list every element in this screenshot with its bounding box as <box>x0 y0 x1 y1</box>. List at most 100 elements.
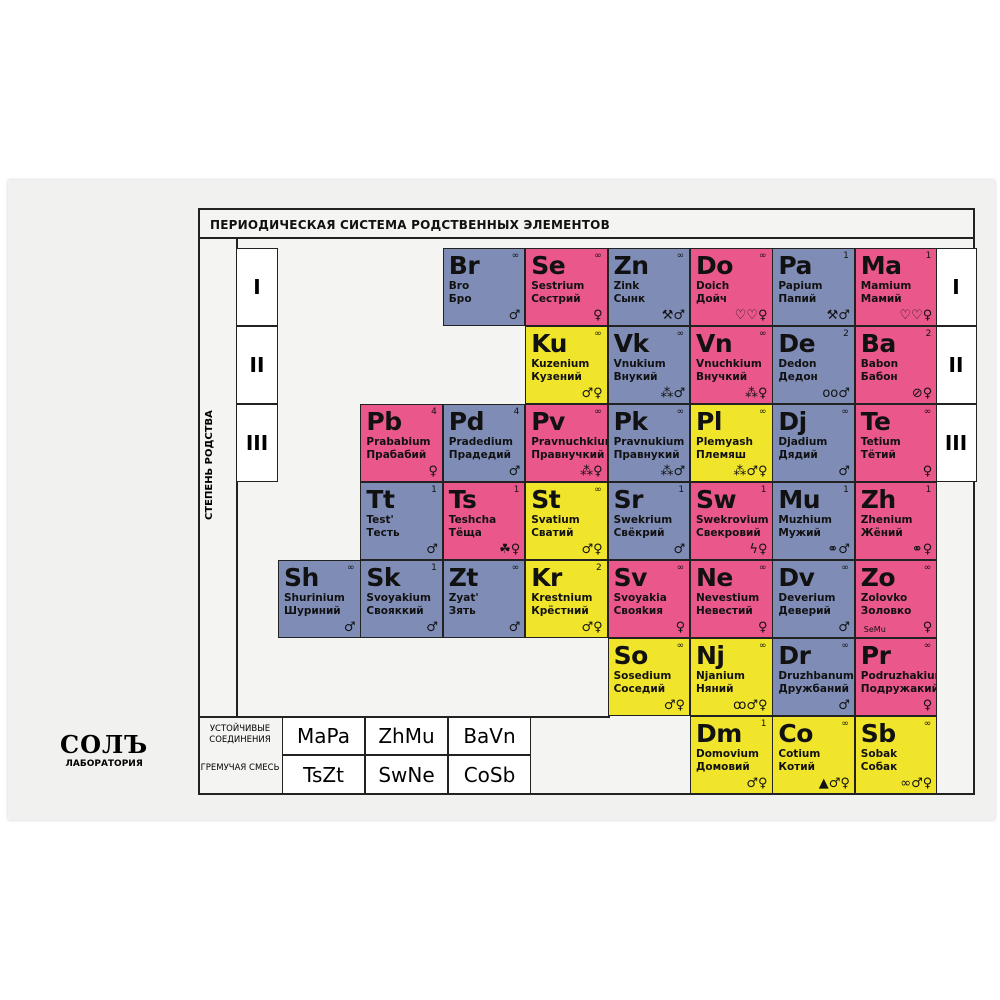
element-zhenium[interactable]: Zh Zhenium Жёний 1 ⚭♀ <box>854 482 938 560</box>
element-count: ∞ <box>594 485 602 495</box>
element-zyat[interactable]: Zt Zyat' Зять ∞ ♂ <box>442 560 526 638</box>
element-vnukium[interactable]: Vk Vnukium Внукий ∞ ⁂♂ <box>607 326 691 404</box>
element-symbol: Sh <box>284 563 319 592</box>
element-symbol: Sw <box>696 485 737 514</box>
element-cyrillic-name: Дойч <box>696 293 728 305</box>
element-mamium[interactable]: Ma Mamium Мамий 1 ♡♡♀ <box>854 248 938 326</box>
compound-label: УСТОЙЧИВЫЕ СОЕДИНЕНИЯ <box>209 724 271 745</box>
element-count: 1 <box>513 485 520 495</box>
element-cyrillic-name: Тётий <box>860 449 896 461</box>
element-cyrillic-name: Внукий <box>613 371 658 383</box>
element-count: 1 <box>843 251 849 261</box>
table-title: ПЕРИОДИЧЕСКАЯ СИСТЕМА РОДСТВЕННЫХ ЭЛЕМЕН… <box>210 218 610 232</box>
axis-label: СТЕПЕНЬ РОДСТВА <box>204 410 215 520</box>
element-nevestium[interactable]: Ne Nevestium Невестий ∞ ♀ <box>690 560 773 638</box>
element-latin-name: Dedon <box>778 358 817 370</box>
element-sestrium[interactable]: Se Sestrium Сестрий ∞ ♀ <box>525 248 608 326</box>
element-pravnukium[interactable]: Pk Pravnukium Правнукий ∞ ⁂♂ <box>607 404 691 482</box>
element-latin-name: Plemyash <box>696 436 754 448</box>
element-babon[interactable]: Ba Babon Бабон 2 ⊘♀ <box>854 326 938 404</box>
element-latin-name: Svoyakium <box>366 592 431 604</box>
element-kuzenium[interactable]: Ku Kuzenium Кузений ∞ ♂♀ <box>525 326 608 404</box>
element-symbol: Tt <box>366 485 395 514</box>
element-plemyash[interactable]: Pl Plemyash Племяш ∞ ⁂♂♀ <box>690 404 773 482</box>
gender-icons: ♂ <box>838 620 850 635</box>
element-count: 1 <box>678 485 685 495</box>
element-latin-name: Teshcha <box>448 514 497 526</box>
gender-icons: ♡♡♀ <box>899 308 933 323</box>
gender-icons: ϟ♀ <box>749 542 768 557</box>
element-krestnium[interactable]: Kr Krestnium Крёстний 2 ♂♀ <box>525 560 608 638</box>
element-symbol: Ku <box>531 329 567 358</box>
element-count: ∞ <box>594 329 602 339</box>
gender-icons: ♀ <box>922 620 933 635</box>
element-count: ∞ <box>923 641 932 651</box>
element-latin-name: Shurinium <box>284 592 345 604</box>
element-latin-name: Zyat' <box>448 592 479 604</box>
element-svatium[interactable]: St Svatium Сватий ∞ ♂♀ <box>525 482 608 560</box>
element-cyrillic-name: Зять <box>448 605 476 617</box>
element-count: ∞ <box>841 563 849 573</box>
element-pradedium[interactable]: Pd Pradedium Прадедий 4 ♂ <box>442 404 526 482</box>
element-count: ∞ <box>923 719 932 729</box>
element-symbol: Pk <box>613 407 648 436</box>
element-deverium[interactable]: Dv Deverium Деверий ∞ ♂ <box>772 560 855 638</box>
element-cotium[interactable]: Co Cotium Котий ∞ ▲♂♀ <box>772 716 855 794</box>
element-sosedium[interactable]: So Sosedium Соседий ∞ ♂♀ <box>607 638 691 716</box>
element-zink[interactable]: Zn Zink Сынк ∞ ⚒♂ <box>607 248 691 326</box>
element-sobak[interactable]: Sb Sobak Собак ∞ ∞♂♀ <box>854 716 938 794</box>
element-latin-name: Zhenium <box>860 514 913 526</box>
element-shurinium[interactable]: Sh Shurinium Шуриний ∞ ♂ <box>278 560 361 638</box>
element-count: 1 <box>431 563 437 573</box>
element-cyrillic-name: Свёкрий <box>613 527 665 539</box>
element-symbol: Dm <box>696 719 742 748</box>
element-muzhium[interactable]: Mu Muzhium Мужий 1 ⚭♂ <box>772 482 855 560</box>
element-symbol: Zt <box>448 563 479 592</box>
element-symbol: Ne <box>696 563 733 592</box>
gender-icons: ⁂♂ <box>660 386 686 401</box>
element-latin-name: Babon <box>860 358 899 370</box>
element-podruzhakium[interactable]: Pr Podruzhakium Подружакий ∞ ♀ <box>854 638 938 716</box>
element-count: 4 <box>431 407 437 417</box>
element-count: ∞ <box>841 719 849 729</box>
element-swekrium[interactable]: Sr Swekrium Свёкрий 1 ♂ <box>607 482 691 560</box>
element-symbol: Do <box>696 251 733 280</box>
element-njanium[interactable]: Nj Njanium Няний ∞ ꝏ♂♀ <box>690 638 773 716</box>
element-svoyakia[interactable]: Sv Svoyakia Свояkия ∞ ♀ <box>607 560 691 638</box>
element-cyrillic-name: Сватий <box>531 527 574 539</box>
element-latin-name: Tetium <box>860 436 901 448</box>
element-cyrillic-name: Свояkия <box>613 605 663 617</box>
element-svoyakium[interactable]: Sk Svoyakium Свояккий 1 ♂ <box>360 560 443 638</box>
element-symbol: Dj <box>778 407 807 436</box>
element-cyrillic-name: Дружбаний <box>778 683 849 695</box>
gender-icons: ♂ <box>426 542 438 557</box>
element-papium[interactable]: Pa Papium Папий 1 ⚒♂ <box>772 248 855 326</box>
element-prababium[interactable]: Pb Prababium Прабабий 4 ♀ <box>360 404 443 482</box>
element-count: 1 <box>760 719 767 729</box>
element-latin-name: Vnukium <box>613 358 666 370</box>
element-latin-name: Swekrium <box>613 514 673 526</box>
element-teshcha[interactable]: Ts Teshcha Тёща 1 ☘♀ <box>442 482 526 560</box>
element-cyrillic-name: Внучкий <box>696 371 748 383</box>
element-dedon[interactable]: De Dedon Дедон 2 oo♂ <box>772 326 855 404</box>
element-djadium[interactable]: Dj Djadium Дядий ∞ ♂ <box>772 404 855 482</box>
element-count: ∞ <box>676 641 685 651</box>
compound-swne: SwNe <box>365 755 448 794</box>
element-count: ∞ <box>511 563 520 573</box>
element-vnuchkium[interactable]: Vn Vnuchkium Внучкий ∞ ⁂♀ <box>690 326 773 404</box>
element-zolovko[interactable]: Zo Zolovko Золовко ∞ ♀ SeMu <box>854 560 938 638</box>
element-bro[interactable]: Br Bro Бро ∞ ♂ <box>442 248 526 326</box>
element-latin-name: Djadium <box>778 436 828 448</box>
element-latin-name: Swekrovium <box>696 514 769 526</box>
element-cyrillic-name: Прабабий <box>366 449 427 461</box>
element-druzhbanum[interactable]: Dr Druzhbanum Дружбаний ∞ ♂ <box>772 638 855 716</box>
gender-icons: ♂ <box>838 464 850 479</box>
element-domovium[interactable]: Dm Domovium Домовий 1 ♂♀ <box>690 716 773 794</box>
element-symbol: Ts <box>448 485 477 514</box>
element-tetium[interactable]: Te Tetium Тётий ∞ ♀ <box>854 404 938 482</box>
element-pravnuchkium[interactable]: Pv Pravnuchkium Правнучкий ∞ ⁂♀ <box>525 404 608 482</box>
element-doich[interactable]: Do Doich Дойч ∞ ♡♡♀ <box>690 248 773 326</box>
element-swekrovium[interactable]: Sw Swekrovium Свекровий 1 ϟ♀ <box>690 482 773 560</box>
element-test[interactable]: Tt Test' Тесть 1 ♂ <box>360 482 443 560</box>
element-count: 1 <box>843 485 849 495</box>
